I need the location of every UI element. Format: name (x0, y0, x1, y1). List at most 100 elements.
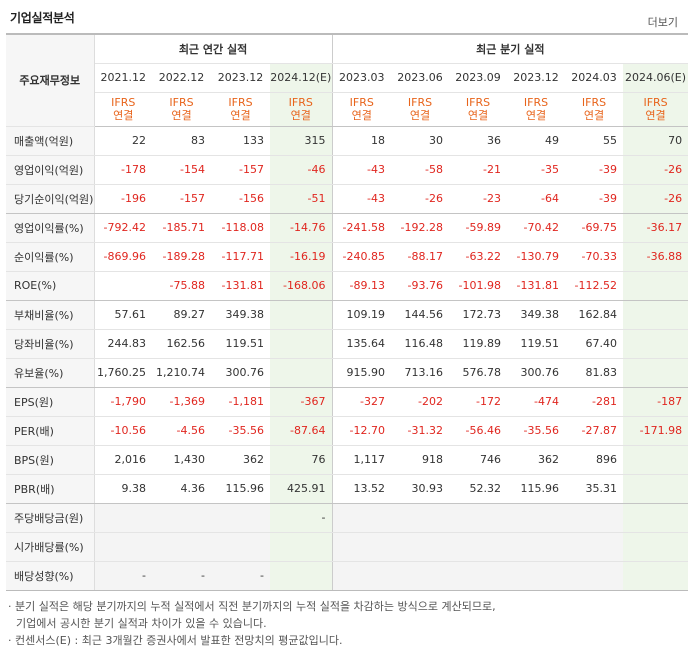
table-cell: -185.71 (152, 213, 211, 243)
ifrs-header: IFRS 연결 (507, 92, 566, 127)
ifrs-header: IFRS 연결 (332, 92, 392, 127)
table-cell (565, 503, 624, 533)
row-label: EPS(원) (6, 387, 95, 417)
table-cell: -1,369 (152, 387, 211, 417)
table-cell: -157 (211, 155, 270, 185)
table-cell (449, 561, 508, 591)
table-cell: -39 (565, 184, 624, 214)
table-cell (332, 532, 392, 562)
ifrs-header: IFRS 연결 (211, 92, 270, 127)
table-cell: -89.13 (332, 271, 392, 301)
table-cell: -93.76 (391, 271, 450, 301)
table-cell: -70.42 (507, 213, 566, 243)
consolidated-label: 연결 (645, 109, 666, 122)
table-cell: -112.52 (565, 271, 624, 301)
ifrs-header: IFRS 연결 (152, 92, 211, 127)
table-row: PBR(배) 9.38 4.36 115.96 425.91 13.52 30.93 52.3… (6, 474, 689, 504)
row-label: 유보율(%) (6, 358, 95, 388)
table-cell: -240.85 (332, 242, 392, 272)
table-cell: 144.56 (391, 300, 450, 330)
ifrs-header: IFRS 연결 (565, 92, 624, 127)
table-cell: -1,790 (94, 387, 152, 417)
row-label: BPS(원) (6, 445, 95, 475)
period-header: 2024.06(E) (623, 63, 689, 93)
period-header: 2021.12 (94, 63, 152, 93)
table-cell (391, 532, 450, 562)
table-cell: -70.33 (565, 242, 624, 272)
table-cell: 109.19 (332, 300, 392, 330)
consolidated-label: 연결 (113, 109, 134, 122)
table-cell (152, 503, 211, 533)
table-cell: -157 (152, 184, 211, 214)
table-cell: 713.16 (391, 358, 450, 388)
table-cell: 35.31 (565, 474, 624, 504)
table-cell: 315 (270, 126, 333, 156)
table-cell: -46 (270, 155, 333, 185)
period-header: 2023.12 (211, 63, 270, 93)
table-cell: -4.56 (152, 416, 211, 446)
table-cell (507, 532, 566, 562)
consolidated-label: 연결 (583, 109, 605, 122)
table-cell: 300.76 (507, 358, 566, 388)
table-cell: -101.98 (449, 271, 508, 301)
table-cell: 362 (507, 445, 566, 475)
table-cell: 81.83 (565, 358, 624, 388)
table-cell: 119.51 (211, 329, 270, 359)
table-cell: -43 (332, 184, 392, 214)
table-cell: 9.38 (94, 474, 152, 504)
row-label-header: 주요재무정보 (6, 33, 95, 127)
ifrs-label: IFRS (111, 96, 136, 109)
table-cell: -63.22 (449, 242, 508, 272)
table-cell: - (211, 561, 270, 591)
table-cell: -26 (623, 184, 689, 214)
table-cell: -39 (565, 155, 624, 185)
table-cell: 172.73 (449, 300, 508, 330)
row-label: 당기순이익(억원) (6, 184, 95, 214)
table-cell: 133 (211, 126, 270, 156)
row-label: 배당성향(%) (6, 561, 95, 591)
table-cell: 116.48 (391, 329, 450, 359)
table-cell: -87.64 (270, 416, 333, 446)
table-cell: 362 (211, 445, 270, 475)
table-cell: -192.28 (391, 213, 450, 243)
table-cell: -202 (391, 387, 450, 417)
table-cell (270, 561, 333, 591)
table-cell: 300.76 (211, 358, 270, 388)
table-cell: -367 (270, 387, 333, 417)
ifrs-label: IFRS (349, 96, 374, 109)
table-cell: -36.17 (623, 213, 689, 243)
table-cell: -31.32 (391, 416, 450, 446)
table-cell: 1,430 (152, 445, 211, 475)
row-label: 매출액(억원) (6, 126, 95, 156)
table-cell: 349.38 (211, 300, 270, 330)
table-row: ROE(%) -75.88 -131.81 -168.06 -89.13 -93.76 -1… (6, 271, 689, 301)
table-cell: 119.89 (449, 329, 508, 359)
table-cell (623, 300, 689, 330)
panel-header: 기업실적분석 더보기 (6, 0, 688, 33)
table-row: PER(배) -10.56 -4.56 -35.56 -87.64 -12.70 -31.3… (6, 416, 689, 446)
table-cell (270, 300, 333, 330)
more-link[interactable]: 더보기 (647, 16, 678, 29)
consolidated-label: 연결 (230, 109, 251, 122)
period-header: 2023.06 (391, 63, 450, 93)
table-cell: 115.96 (211, 474, 270, 504)
row-label: ROE(%) (6, 271, 95, 301)
financial-table: 주요재무정보 최근 연간 실적 최근 분기 실적 2021.12 2022.12 2… (6, 33, 689, 591)
table-cell: -36.88 (623, 242, 689, 272)
table-cell (565, 532, 624, 562)
table-cell: 49 (507, 126, 566, 156)
table-cell (623, 561, 689, 591)
ifrs-label: IFRS (523, 96, 549, 109)
table-cell: -14.76 (270, 213, 333, 243)
ifrs-label: IFRS (465, 96, 491, 109)
table-cell: 2,016 (94, 445, 152, 475)
table-cell: -118.08 (211, 213, 270, 243)
table-cell: -869.96 (94, 242, 152, 272)
table-cell (449, 532, 508, 562)
table-cell: -35.56 (211, 416, 270, 446)
table-row: 주당배당금(원) - (6, 503, 689, 533)
period-header: 2023.09 (449, 63, 508, 93)
table-cell: -88.17 (391, 242, 450, 272)
table-cell: 67.40 (565, 329, 624, 359)
